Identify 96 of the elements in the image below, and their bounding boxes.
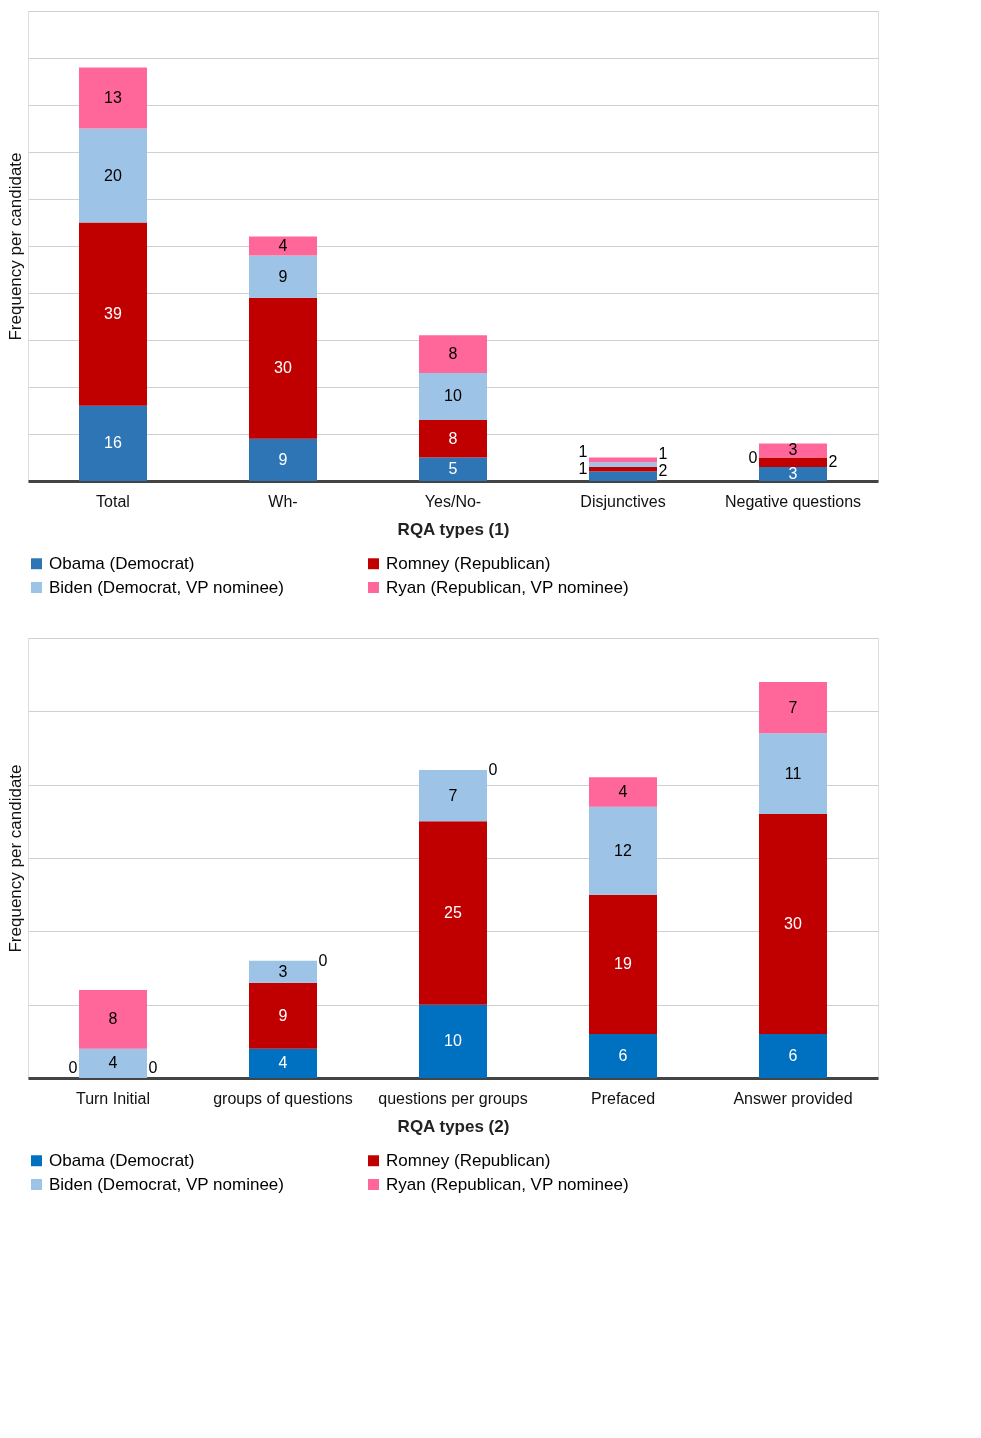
bar [249,960,317,983]
x-tick-label: Disjunctives [580,492,666,510]
x-tick-label: groups of questions [213,1089,353,1107]
bar [419,457,487,481]
data-label: 3 [788,441,798,459]
data-label: 9 [278,450,288,468]
bar [589,777,657,807]
data-label: 25 [444,904,462,921]
data-label: 4 [278,1054,288,1072]
x-tick-label: Prefaced [590,1089,656,1107]
bar [249,438,317,481]
bar [79,1048,147,1078]
legend-label: Obama (Democrat) [49,553,195,573]
bar [419,372,487,420]
data-label: 10 [444,1032,462,1050]
bar [419,1004,487,1078]
data-label: 7 [448,786,458,804]
bar [589,471,657,481]
x-tick-label: questions per groups [378,1089,528,1107]
data-label: 1 [578,460,588,478]
y-axis-title: Frequency per candidate [5,152,25,341]
data-label: 10 [444,387,462,405]
bar [589,462,657,467]
bar [589,1034,657,1078]
data-label: 8 [448,345,458,363]
bar [759,1034,827,1078]
data-label: 3 [788,464,798,482]
legend-label: Romney (Republican) [386,1150,551,1170]
bar [759,443,827,458]
bar [249,297,317,439]
data-label: 30 [274,359,292,377]
legend-label: Ryan (Republican, VP nominee) [386,577,629,597]
bar [79,990,147,1049]
bar [759,466,827,481]
bar [249,255,317,298]
annotation: 0 [148,1058,158,1076]
annotation: 0 [748,448,758,466]
annotation: 0 [318,951,328,969]
bar [759,457,827,467]
data-label: 12 [614,841,632,859]
data-label: 8 [448,429,458,447]
bar [79,128,147,223]
bar [589,466,657,472]
bar [419,419,487,458]
x-tick-label: Answer provided [733,1089,853,1107]
data-label: 13 [104,88,122,106]
bar [249,236,317,256]
data-label: 4 [618,783,628,800]
data-label: 8 [108,1010,118,1028]
legend-label: Biden (Democrat, VP nominee) [49,577,284,597]
data-label: 1 [658,444,668,462]
data-label: 11 [784,764,802,782]
data-label: 4 [278,237,288,254]
annotation: 0 [68,1058,78,1076]
legend-label: Romney (Republican) [386,553,551,573]
data-label: 16 [104,434,122,452]
bar [249,1048,317,1078]
data-label: 3 [278,962,288,980]
data-label: 7 [788,698,798,716]
legend-label: Biden (Democrat, VP nominee) [49,1174,284,1194]
bar [419,821,487,1005]
data-label: 9 [278,1006,288,1024]
data-label: 19 [614,955,632,973]
legend-label: Obama (Democrat) [49,1150,195,1170]
x-tick-label: Wh- [268,492,298,510]
x-tick-label: Negative questions [724,492,862,510]
bar [79,405,147,481]
x-tick-label: Turn Initial [75,1089,151,1107]
data-label: 2 [658,461,668,479]
bar [759,814,827,1034]
legend-label: Ryan (Republican, VP nominee) [386,1174,629,1194]
bar [759,682,827,734]
y-axis-title: Frequency per candidate [5,764,25,953]
bar [589,806,657,895]
x-axis-title: RQA types (1) [397,519,510,539]
x-axis-title: RQA types (2) [397,1116,510,1136]
bar [419,770,487,822]
data-label: 4 [108,1054,118,1072]
annotation: 0 [488,761,498,778]
data-label: 30 [784,915,802,932]
data-label: 39 [104,305,122,323]
bar [759,733,827,814]
data-label: 1 [578,443,588,461]
data-label: 6 [788,1047,798,1064]
data-label: 5 [448,460,458,478]
bar [79,67,147,129]
x-tick-label: Total [96,492,130,510]
data-label: 9 [278,267,288,285]
data-label: 20 [104,166,122,184]
bar [419,335,487,373]
data-label: 6 [618,1047,628,1064]
data-label: 2 [828,453,838,471]
bar [589,894,657,1034]
x-tick-label: Yes/No- [424,492,482,510]
bar [79,222,147,406]
bar [249,982,317,1049]
